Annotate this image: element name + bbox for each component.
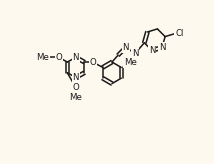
Text: N: N [159, 43, 165, 52]
Text: O: O [89, 58, 96, 67]
Text: N: N [123, 43, 129, 52]
Text: O: O [72, 83, 79, 92]
Text: N: N [132, 49, 138, 58]
Text: Me: Me [124, 58, 137, 67]
Text: Me: Me [69, 93, 82, 102]
Text: Cl: Cl [175, 29, 183, 38]
Text: N: N [73, 73, 79, 82]
Text: N: N [149, 46, 155, 55]
Text: O: O [55, 53, 62, 62]
Text: N: N [73, 53, 79, 62]
Text: Me: Me [36, 53, 49, 62]
